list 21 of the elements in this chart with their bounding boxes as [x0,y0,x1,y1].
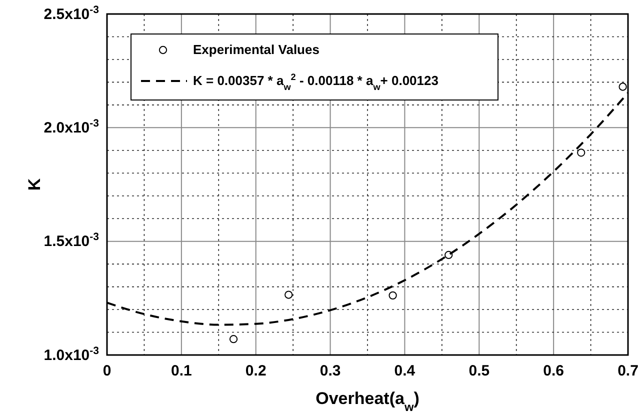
y-tick-label: 2.0x10$^{-3}$ [44,117,100,136]
x-tick-label: 0.7 [618,362,638,380]
x-tick-label: 0.1 [171,362,192,380]
point [229,335,238,344]
x-tick-label: 0.4 [394,362,416,380]
x-tick-label: 0.5 [468,362,490,380]
point [577,148,586,157]
x-tick-label: 0.3 [320,362,341,380]
y-tick-label: 1.0x10$^{-3}$ [44,344,100,364]
y-axis-title: K [25,178,44,191]
legend-label: Experimental Values [193,42,320,57]
point [284,290,293,299]
legend-label: K = 0.00357 * a$_{w}$$^{2}$ - 0.00118 * a$_{w}$+ 0.00123 [193,72,438,92]
y-tick-label: 2.5x10$^{-3}$ [44,4,100,23]
point [388,291,397,300]
point [618,82,627,91]
y-tick-label: 1.5x10$^{-3}$ [44,231,100,250]
x-tick-label: 0 [102,362,112,380]
x-axis-title: Overheat(a$_{w}$) [316,389,420,414]
x-tick-label: 0.2 [245,362,266,380]
x-tick-label: 0.6 [543,362,564,380]
